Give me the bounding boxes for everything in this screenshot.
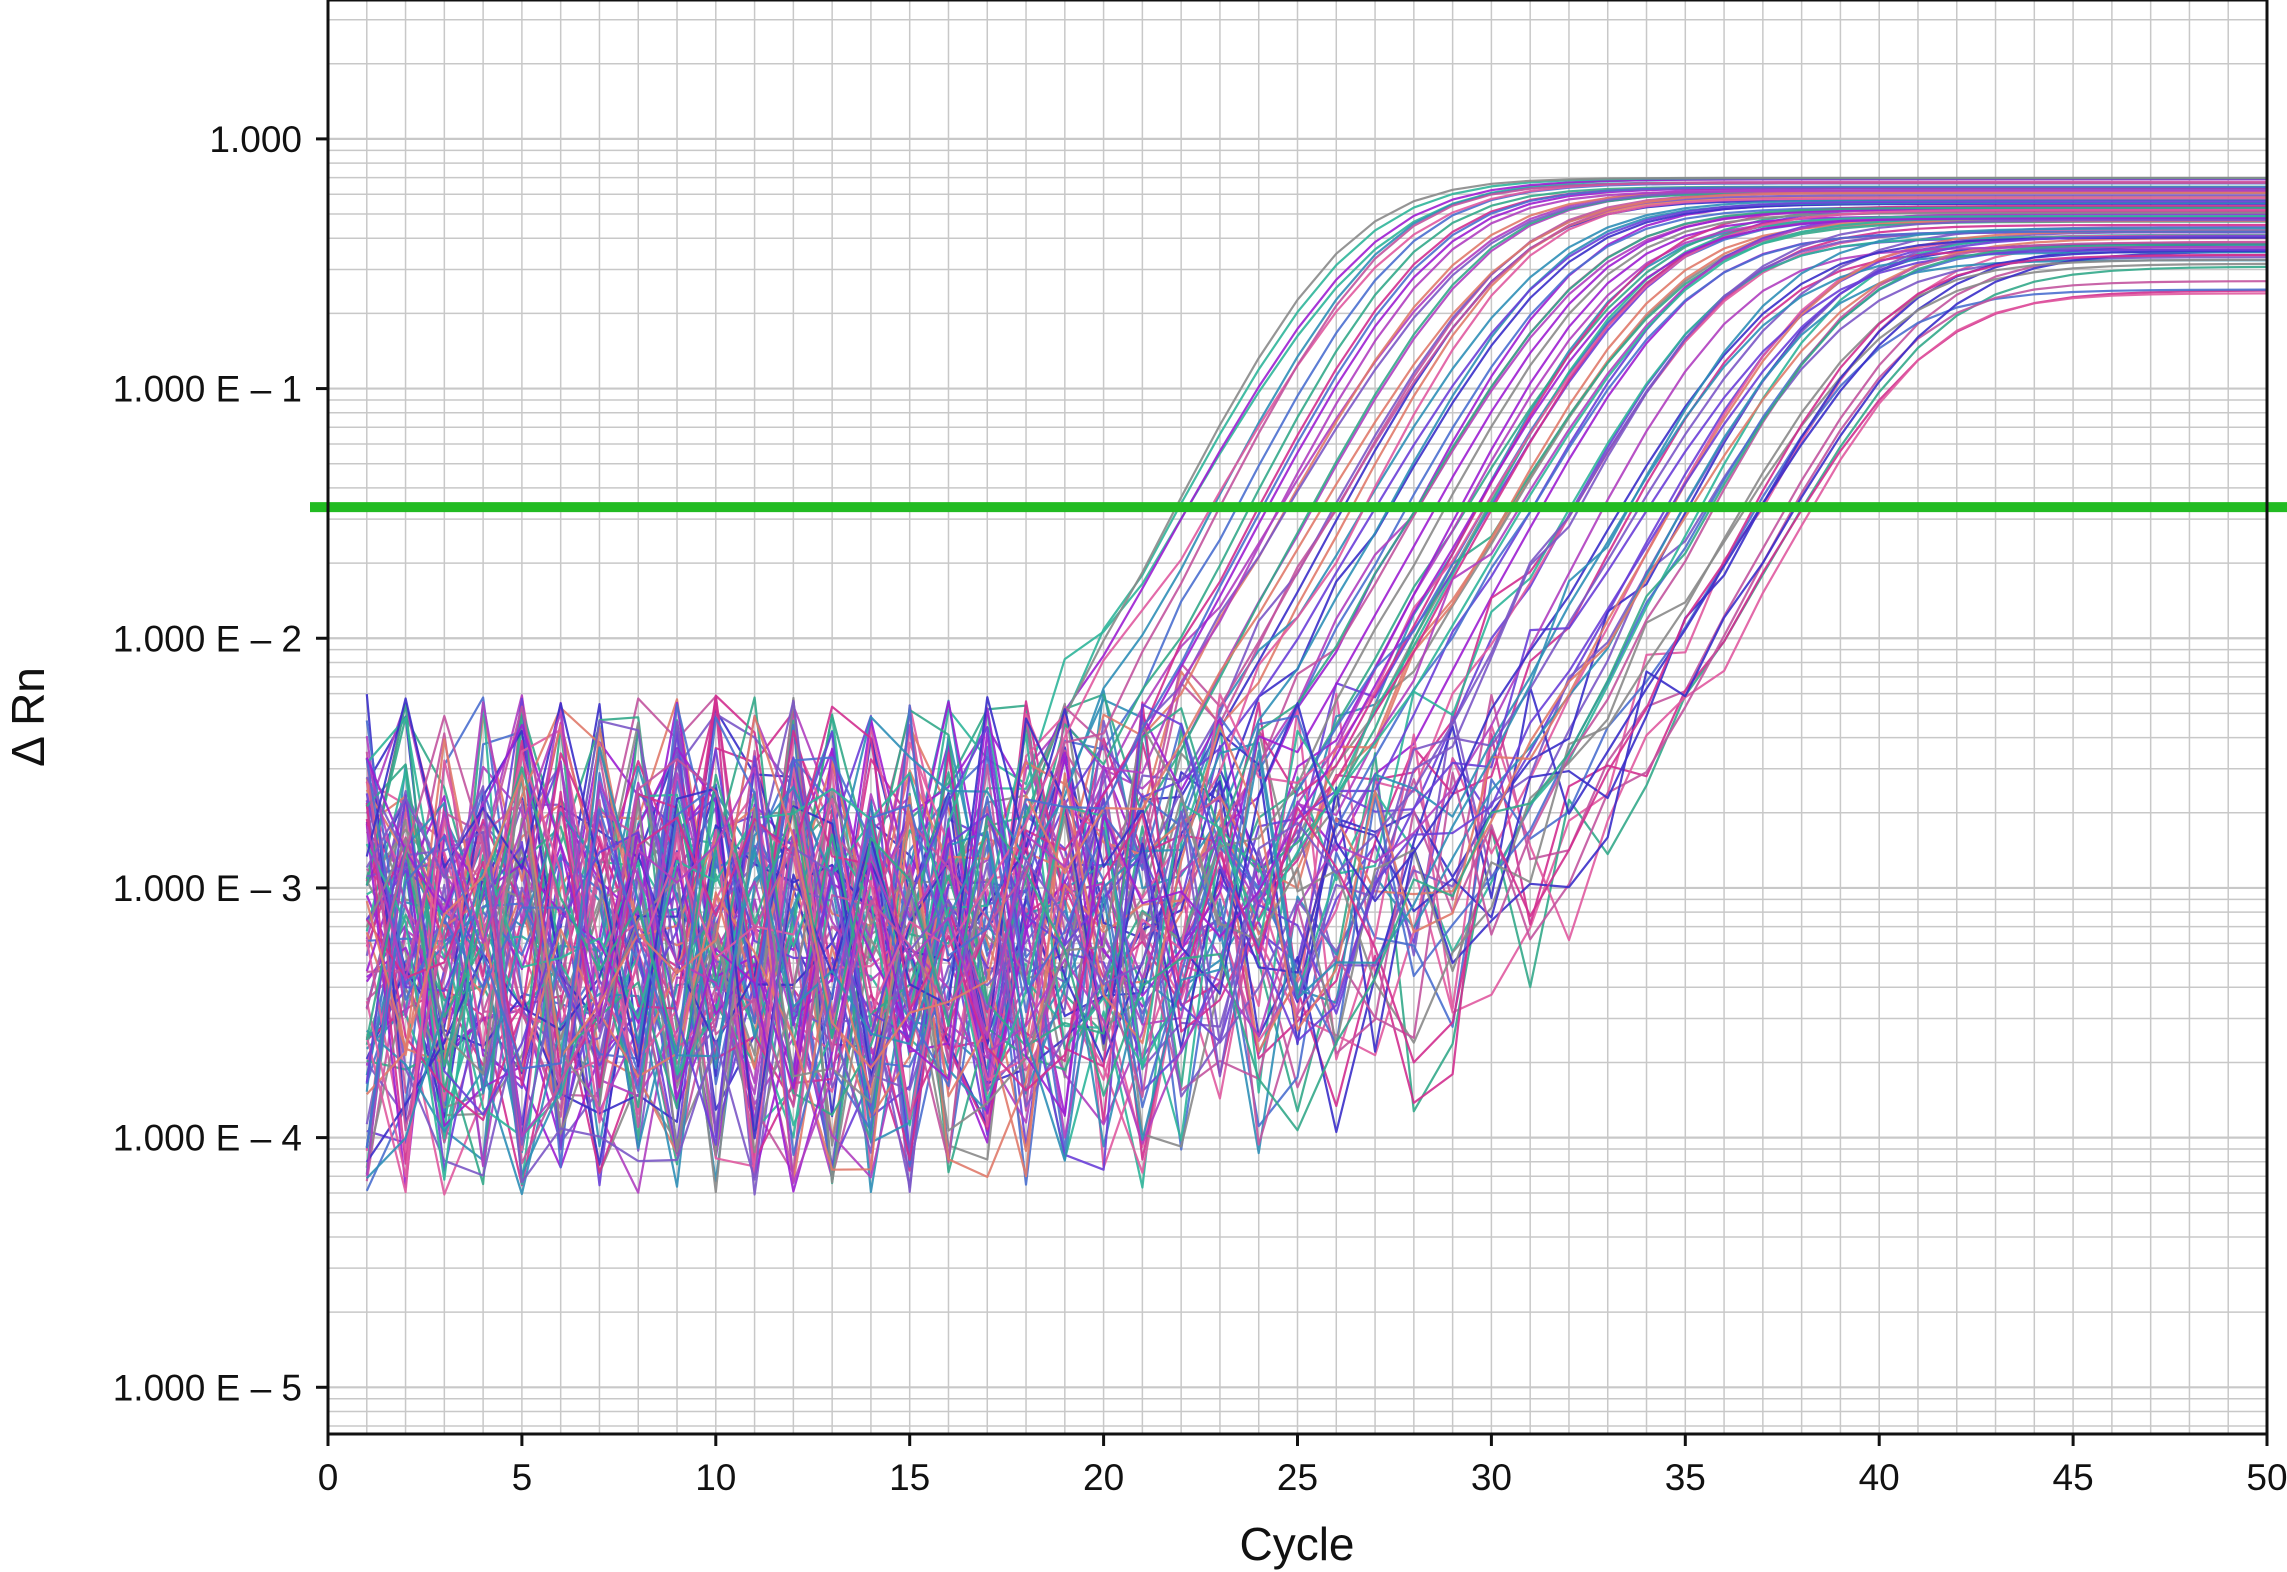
x-tick-label: 0 [318,1457,339,1498]
amplification-curve[interactable] [365,191,2267,1070]
amplification-curve[interactable] [365,200,2267,1172]
amplification-curve[interactable] [365,241,2267,1146]
amplification-curve[interactable] [365,248,2268,1067]
y-tick-label: 1.000 E – 3 [113,868,302,909]
amplification-curve[interactable] [365,245,2268,1109]
amplification-curve[interactable] [365,212,2267,1139]
amplification-curve[interactable] [366,227,2267,1179]
amplification-curve[interactable] [365,258,2268,1157]
y-tick-label: 1.000 E – 1 [113,369,302,410]
y-tick-label: 1.000 E – 5 [113,1367,302,1408]
amplification-curve[interactable] [365,240,2268,1196]
amplification-curve[interactable] [365,189,2267,1185]
amplification-curves [365,176,2268,1196]
x-tick-label: 40 [1859,1457,1900,1498]
amplification-curve[interactable] [365,197,2267,1152]
y-tick-label: 1.000 E – 2 [113,618,302,659]
x-tick-label: 35 [1665,1457,1706,1498]
amplification-curve[interactable] [365,206,2267,1110]
amplification-curve[interactable] [365,236,2267,1140]
amplification-curve[interactable] [365,186,2267,1157]
y-axis-title: Δ Rn [2,667,54,767]
x-tick-label: 5 [512,1457,533,1498]
x-tick-label: 20 [1083,1457,1124,1498]
amplification-curve[interactable] [365,226,2267,1193]
x-tick-label: 10 [695,1457,736,1498]
y-tick-label: 1.000 [209,119,302,160]
amplification-curve[interactable] [365,254,2268,1092]
x-tick-label: 25 [1277,1457,1318,1498]
amplification-curve[interactable] [365,219,2267,1184]
x-tick-label: 30 [1471,1457,1512,1498]
amplification-curve[interactable] [365,217,2267,1193]
amplification-curve[interactable] [365,211,2267,1167]
x-axis-title: Cycle [1239,1518,1354,1570]
x-tick-label: 15 [889,1457,930,1498]
y-tick-label: 1.000 E – 4 [113,1118,302,1159]
amplification-curve[interactable] [365,230,2267,1178]
x-tick-label: 45 [2053,1457,2094,1498]
amplification-curve[interactable] [365,181,2267,1165]
axes: 0 5 10 15 20 25 30 35 40 45 50 1.000 1.000 E – 1 1.00… [113,119,2287,1498]
amplification-curve[interactable] [365,235,2267,1186]
amplification-curve[interactable] [365,208,2267,1194]
amplification-curve[interactable] [365,235,2267,1171]
x-tick-label: 50 [2246,1457,2287,1498]
